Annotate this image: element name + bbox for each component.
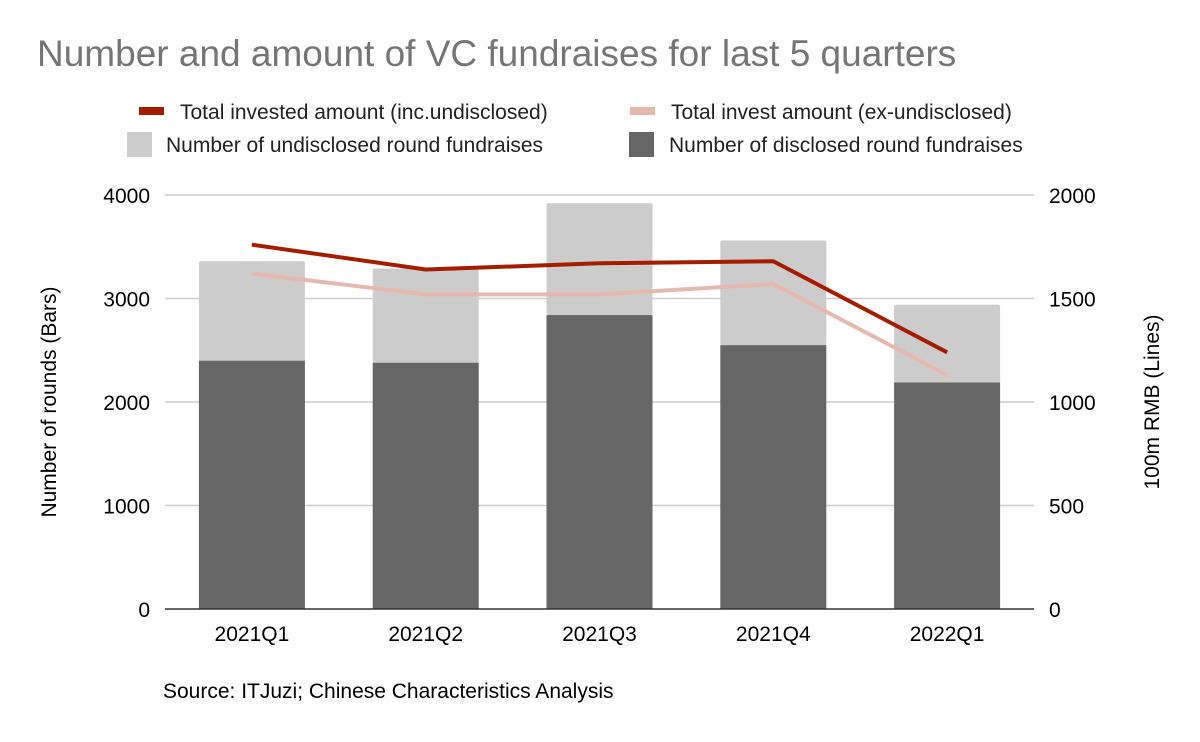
lines xyxy=(251,242,949,377)
y-left-ticks: 0 1000 2000 3000 4000 xyxy=(103,185,150,622)
bar-disclosed-2021q4 xyxy=(720,345,827,609)
x-tick-label: 2021Q4 xyxy=(736,623,811,646)
line-inc-undisclosed xyxy=(251,242,949,355)
y-right-tick-label: 2000 xyxy=(1049,185,1096,208)
x-tick-label: 2021Q2 xyxy=(388,623,463,646)
y-right-ticks: 0 500 1000 1500 2000 xyxy=(1049,185,1096,622)
bar-undisclosed-2021q1 xyxy=(198,261,305,361)
y-left-tick-label: 2000 xyxy=(103,392,150,415)
legend-swatch-undisclosed-rounds xyxy=(127,132,152,157)
x-tick-label: 2021Q1 xyxy=(215,623,290,646)
bar-disclosed-2021q1 xyxy=(198,360,305,609)
legend-label-ex-undisclosed: Total invest amount (ex-undisclosed) xyxy=(671,101,1012,124)
bar-undisclosed-2022q1 xyxy=(894,304,1001,383)
legend-label-inc-undisclosed: Total invested amount (inc.undisclosed) xyxy=(180,101,548,124)
legend-swatch-disclosed-rounds xyxy=(629,132,654,157)
x-tick-label: 2021Q3 xyxy=(562,623,637,646)
y-left-tick-label: 0 xyxy=(138,599,150,622)
y-left-tick-label: 3000 xyxy=(103,289,150,312)
bar-disclosed-2021q3 xyxy=(546,315,653,609)
y-right-tick-label: 1500 xyxy=(1049,289,1096,312)
bar-disclosed-2021q2 xyxy=(372,362,479,609)
legend-label-disclosed-rounds: Number of disclosed round fundraises xyxy=(669,134,1023,157)
chart-title: Number and amount of VC fundraises for l… xyxy=(37,33,956,74)
bar-undisclosed-2021q4 xyxy=(720,240,827,346)
y-left-axis-title: Number of rounds (Bars) xyxy=(38,286,61,517)
bar-undisclosed-2021q3 xyxy=(546,203,653,316)
x-ticks: 2021Q1 2021Q2 2021Q3 2021Q4 2022Q1 xyxy=(215,623,985,646)
bar-disclosed-2022q1 xyxy=(894,382,1001,609)
legend: Total invested amount (inc.undisclosed) … xyxy=(127,101,1023,157)
y-left-tick-label: 4000 xyxy=(103,185,150,208)
source-note: Source: ITJuzi; Chinese Characteristics … xyxy=(163,680,614,703)
line-ex-undisclosed xyxy=(251,271,949,377)
y-right-tick-label: 0 xyxy=(1049,599,1061,622)
y-right-axis-title: 100m RMB (Lines) xyxy=(1141,314,1164,489)
bar-undisclosed-2021q2 xyxy=(372,268,479,363)
y-right-tick-label: 1000 xyxy=(1049,392,1096,415)
y-left-tick-label: 1000 xyxy=(103,496,150,519)
x-tick-label: 2022Q1 xyxy=(910,623,985,646)
legend-label-undisclosed-rounds: Number of undisclosed round fundraises xyxy=(166,134,543,157)
y-right-tick-label: 500 xyxy=(1049,496,1084,519)
